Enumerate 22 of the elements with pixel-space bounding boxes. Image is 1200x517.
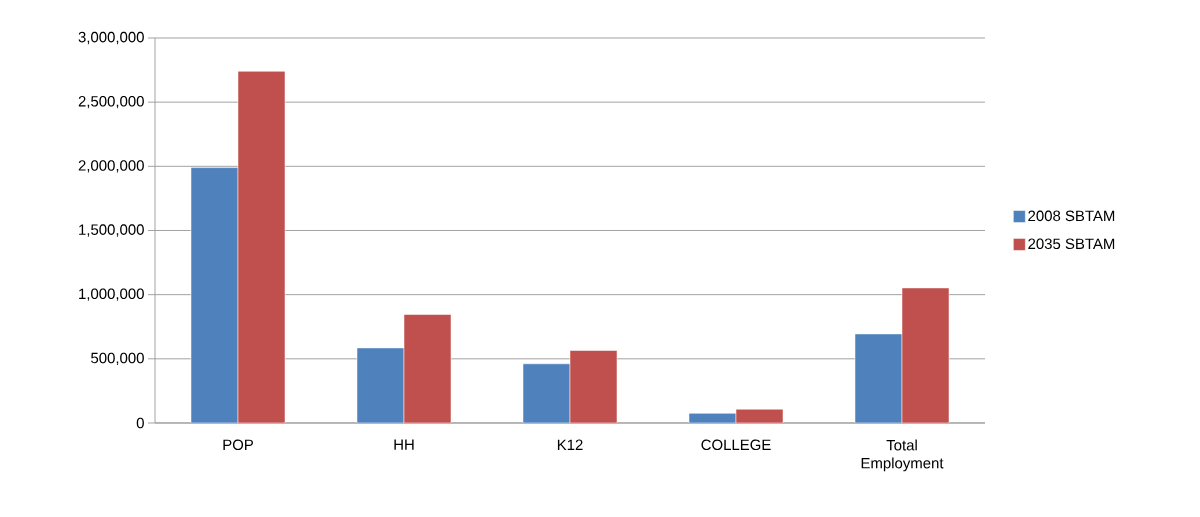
y-tick-label: 1,000,000 (79, 288, 144, 301)
y-tick-label: 2,500,000 (78, 95, 144, 109)
x-tick-label: COLLEGE (701, 439, 771, 451)
bar (403, 314, 452, 423)
bar (854, 333, 903, 423)
y-tick-label: 0 (136, 417, 144, 429)
x-tick-label: POP (223, 439, 253, 451)
y-tick-label: 2,000,000 (78, 160, 144, 173)
x-tick-label: HH (394, 439, 414, 450)
bar (569, 350, 618, 423)
bar (356, 347, 405, 423)
y-tick-label: 500,000 (91, 352, 144, 365)
legend-label: 2008 SBTAM (1028, 210, 1115, 222)
y-tick-label: 3,000,000 (78, 31, 144, 45)
x-tick-label: Total Employment (861, 439, 944, 472)
bar (522, 363, 571, 423)
legend-label: 2035 SBTAM (1028, 238, 1115, 250)
x-tick-label: K12 (557, 439, 583, 450)
bar (190, 167, 239, 423)
bar (237, 71, 286, 423)
y-tick-label: 1,500,000 (79, 224, 144, 237)
bar (901, 287, 950, 423)
